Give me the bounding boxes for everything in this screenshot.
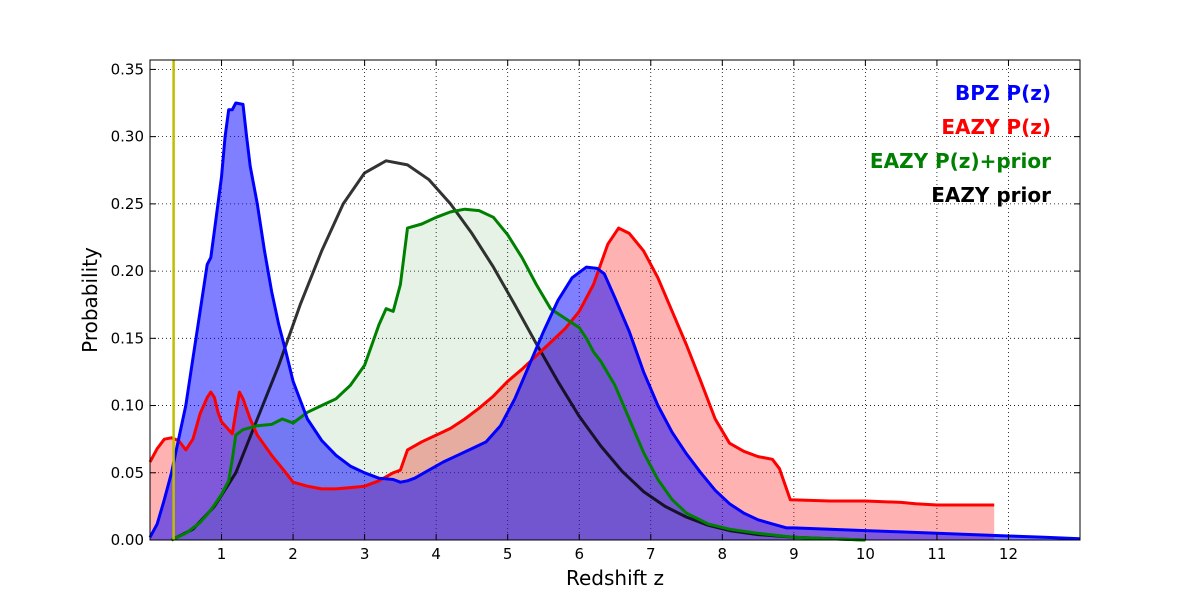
bpz-p-z-line — [148, 101, 1081, 541]
eazy-p-z-prior-area — [171, 209, 866, 540]
x-tick-label: 5 — [503, 545, 513, 563]
legend-entry: EAZY P(z) — [941, 115, 1051, 139]
y-tick-label: 0.15 — [111, 329, 144, 347]
eazy-p-z-line — [148, 226, 995, 507]
legend-entry: BPZ P(z) — [955, 81, 1051, 105]
x-tick-label: 2 — [288, 545, 298, 563]
x-tick-label: 4 — [431, 545, 441, 563]
eazy-p-z-prior-line — [170, 207, 866, 542]
x-axis-label: Redshift z — [566, 566, 664, 590]
y-tick-label: 0.10 — [111, 397, 144, 415]
x-tick-label: 12 — [999, 545, 1018, 563]
series-fills — [150, 103, 1080, 540]
bpz-p-z-area — [150, 103, 1080, 540]
x-tick-label: 10 — [856, 545, 875, 563]
y-tick-label: 0.35 — [111, 60, 144, 78]
y-tick-label: 0.30 — [111, 128, 144, 146]
x-tick-label: 8 — [718, 545, 728, 563]
y-tick-label: 0.25 — [111, 195, 144, 213]
y-tick-label: 0.05 — [111, 464, 144, 482]
x-tick-label: 7 — [646, 545, 656, 563]
y-tick-label: 0.00 — [111, 531, 144, 549]
series-lines — [148, 101, 1081, 542]
legend-entry: EAZY P(z)+prior — [870, 149, 1051, 173]
x-tick-label: 11 — [927, 545, 946, 563]
x-tick-label: 9 — [789, 545, 799, 563]
x-tick-label: 6 — [574, 545, 584, 563]
axis-ticks: 1 2 3 4 5 6 7 8 9 10 11 120.000.050.100.150.200.250… — [111, 60, 1080, 563]
legend-entry: EAZY prior — [931, 183, 1051, 207]
legend: BPZ P(z) EAZY P(z) EAZY P(z)+prior EAZY pri… — [870, 81, 1051, 207]
y-axis-label: Probability — [78, 247, 102, 353]
x-tick-label: 3 — [360, 545, 370, 563]
y-tick-label: 0.20 — [111, 262, 144, 280]
x-tick-label: 1 — [217, 545, 227, 563]
plot-frame — [149, 59, 1081, 541]
